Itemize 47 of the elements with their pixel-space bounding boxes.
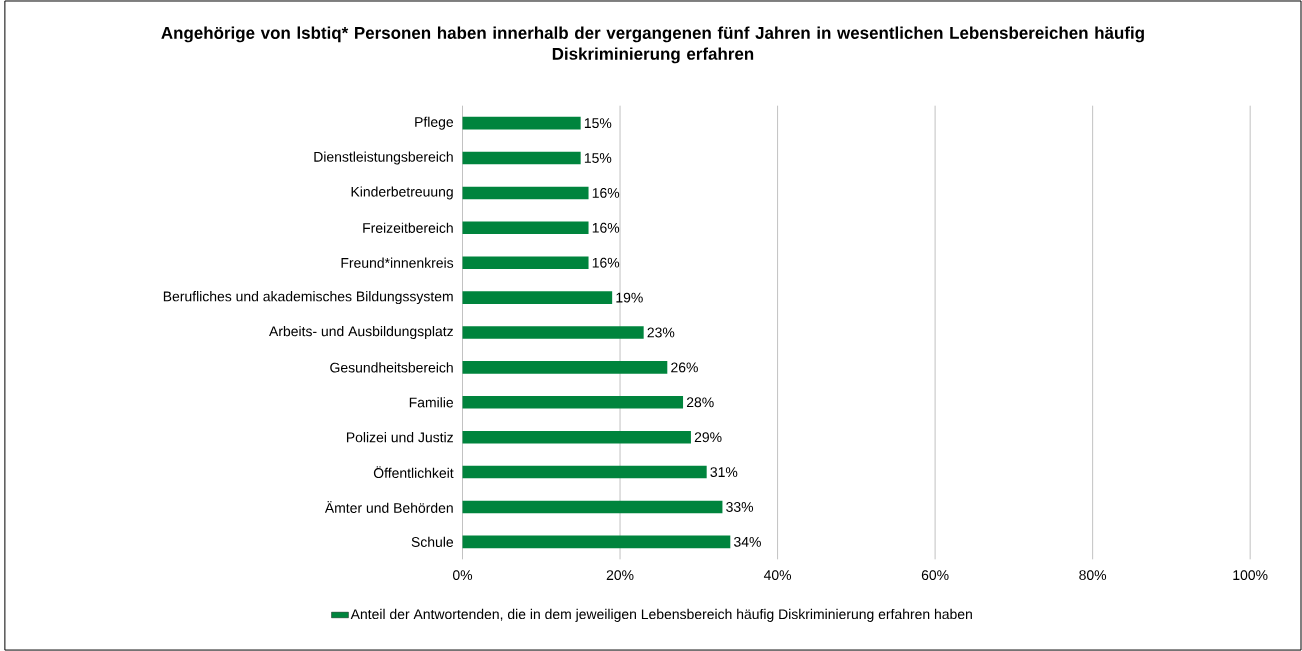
data-label: 23% bbox=[647, 327, 675, 338]
bar bbox=[462, 500, 723, 514]
bar bbox=[462, 151, 581, 165]
chart-title: Angehörige von lsbtiq* Personen haben innerhalb der vergangenen fünf Jahren in wesentlichen Lebensbereichen häufig Diskriminierung erfahren bbox=[161, 26, 1144, 64]
data-label: 34% bbox=[734, 536, 761, 547]
bar bbox=[462, 291, 613, 304]
x-tick-label: 100% bbox=[1233, 570, 1268, 581]
data-label: 33% bbox=[726, 502, 754, 512]
y-tick-label: Gesundheitsbereich bbox=[330, 362, 453, 373]
x-tick-label: 20% bbox=[606, 570, 634, 581]
legend-label: Anteil der Antwortenden, die in dem jeweiligen Lebensbereich häufig Diskriminierung erfahren haben bbox=[350, 608, 972, 622]
y-tick-label: Freizeitbereich bbox=[363, 222, 453, 233]
y-tick-label: Polizei und Justiz bbox=[346, 432, 453, 443]
data-label: 16% bbox=[592, 257, 620, 268]
x-tick-label: 0% bbox=[452, 570, 473, 581]
y-tick-label: Arbeits- und Ausbildungsplatz bbox=[269, 325, 453, 339]
data-label: 15% bbox=[584, 118, 612, 129]
y-tick-label: Ämter und Behörden bbox=[324, 501, 453, 513]
data-label: 26% bbox=[671, 362, 698, 373]
bar bbox=[462, 430, 691, 444]
y-tick-label: Freund*innenkreis bbox=[341, 257, 454, 268]
bar bbox=[462, 116, 581, 130]
y-tick-label: Berufliches und akademisches Bildungssystem bbox=[163, 291, 453, 305]
data-label: 16% bbox=[592, 222, 620, 233]
data-label: 28% bbox=[686, 397, 714, 408]
y-tick-label: Kinderbetreuung bbox=[351, 186, 453, 200]
bar bbox=[462, 465, 707, 479]
bar bbox=[462, 326, 644, 339]
y-tick-label: Pflege bbox=[415, 116, 454, 130]
x-tick-label: 80% bbox=[1079, 570, 1107, 581]
data-label: 31% bbox=[710, 467, 738, 478]
data-label: 29% bbox=[694, 432, 722, 443]
bar bbox=[462, 361, 668, 374]
bar bbox=[462, 221, 589, 235]
y-tick-label: Schule bbox=[411, 536, 454, 547]
data-label: 15% bbox=[584, 153, 612, 163]
bar bbox=[462, 186, 589, 200]
x-tick-label: 60% bbox=[921, 570, 949, 581]
y-tick-label: Familie bbox=[409, 397, 454, 408]
bar bbox=[462, 535, 731, 549]
data-label: 19% bbox=[616, 292, 643, 303]
bar bbox=[462, 396, 684, 409]
y-tick-label: Dienstleistungsbereich bbox=[314, 151, 453, 165]
x-tick-label: 40% bbox=[763, 570, 792, 581]
data-label: 16% bbox=[592, 187, 620, 198]
bar bbox=[462, 256, 589, 269]
y-tick-label: Öffentlichkeit bbox=[373, 466, 454, 478]
